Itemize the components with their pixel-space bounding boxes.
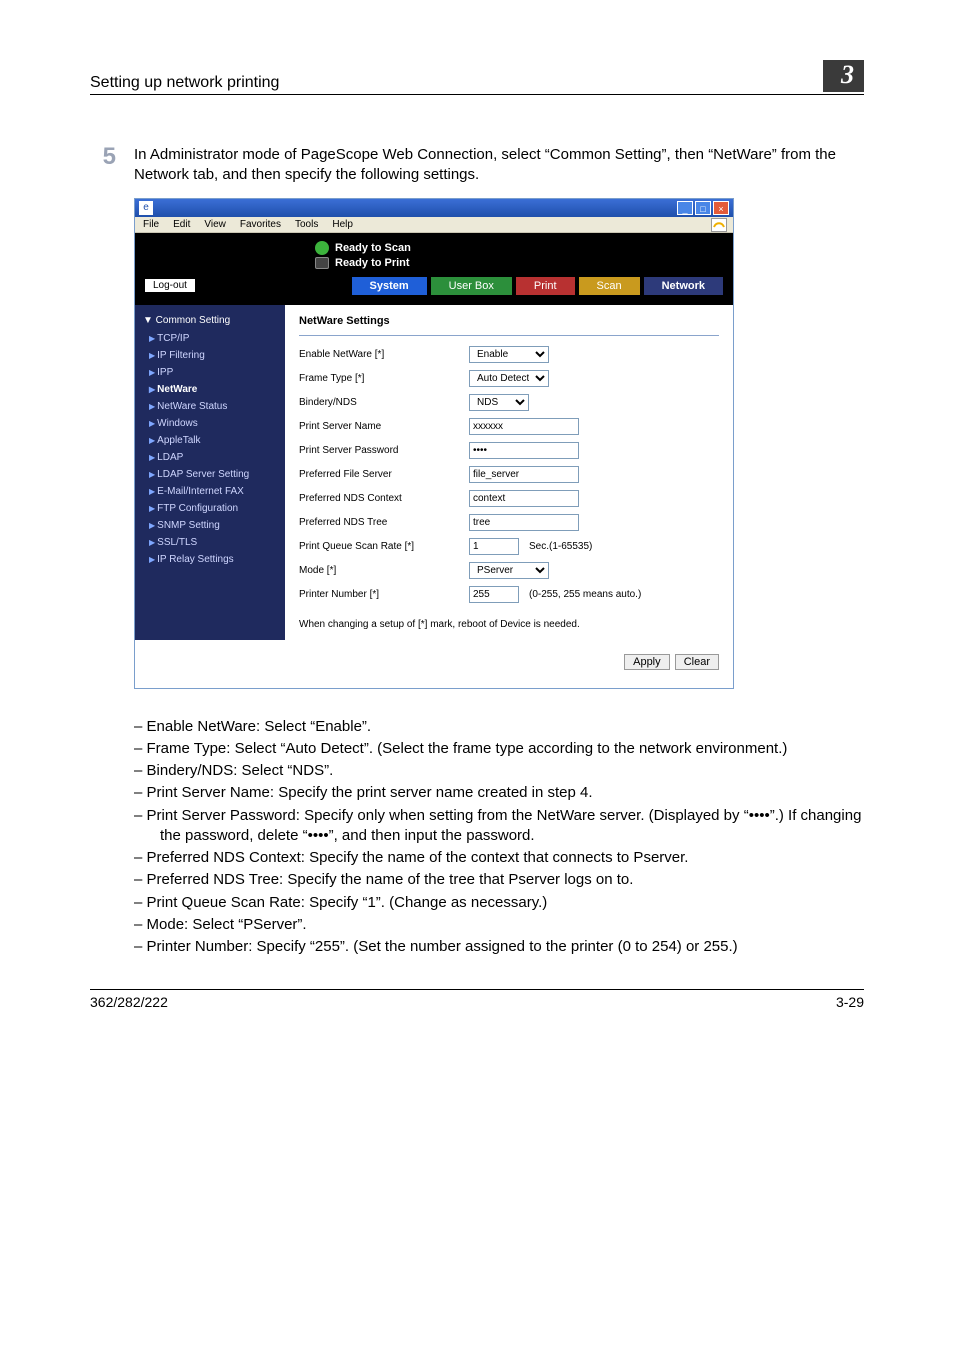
menu-view[interactable]: View <box>204 219 226 230</box>
browser-throbber-icon <box>711 218 727 232</box>
sidebar-item-ssltls[interactable]: ▶SSL/TLS <box>135 534 285 551</box>
select-bindery-nds[interactable]: NDS <box>469 394 529 411</box>
select-enable-netware[interactable]: Enable <box>469 346 549 363</box>
page-footer: 362/282/222 3-29 <box>90 989 864 1010</box>
tab-network[interactable]: Network <box>644 277 723 295</box>
sidebar-item-ldapserver[interactable]: ▶LDAP Server Setting <box>135 466 285 483</box>
input-ndscontext[interactable] <box>469 490 579 507</box>
tab-userbox[interactable]: User Box <box>431 277 512 295</box>
list-item: Frame Type: Select “Auto Detect”. (Selec… <box>134 739 864 759</box>
input-printernum[interactable] <box>469 586 519 603</box>
window-min-button[interactable]: _ <box>677 201 693 215</box>
clear-button[interactable]: Clear <box>675 654 719 670</box>
label-fileserver: Preferred File Server <box>299 469 469 480</box>
reboot-note: When changing a setup of [*] mark, reboo… <box>299 619 719 630</box>
step-number: 5 <box>90 145 134 186</box>
label-psname: Print Server Name <box>299 421 469 432</box>
select-frame-type[interactable]: Auto Detect <box>469 370 549 387</box>
input-scanrate[interactable] <box>469 538 519 555</box>
list-item: Bindery/NDS: Select “NDS”. <box>134 761 864 781</box>
select-mode[interactable]: PServer <box>469 562 549 579</box>
sidebar-item-iprelay[interactable]: ▶IP Relay Settings <box>135 551 285 568</box>
status-ready-scan-icon <box>315 241 329 255</box>
tabs-row: Log-out System User Box Print Scan Netwo… <box>145 277 723 295</box>
input-pspass[interactable] <box>469 442 579 459</box>
input-fileserver[interactable] <box>469 466 579 483</box>
window-close-button[interactable]: × <box>713 201 729 215</box>
sidebar-item-ipfilter[interactable]: ▶IP Filtering <box>135 347 285 364</box>
list-item: Print Server Password: Specify only when… <box>134 806 864 847</box>
list-item: Print Queue Scan Rate: Specify “1”. (Cha… <box>134 893 864 913</box>
step-text: In Administrator mode of PageScope Web C… <box>134 145 864 186</box>
header-title: Setting up network printing <box>90 74 279 92</box>
titlebar: e _ □ × <box>135 199 733 217</box>
sidebar-item-windows[interactable]: ▶Windows <box>135 415 285 432</box>
footer-right: 3-29 <box>836 994 864 1010</box>
action-bar: Apply Clear <box>135 640 733 688</box>
sidebar-item-nwstatus[interactable]: ▶NetWare Status <box>135 398 285 415</box>
menu-file[interactable]: File <box>143 219 159 230</box>
logout-button[interactable]: Log-out <box>145 279 195 292</box>
menubar: File Edit View Favorites Tools Help <box>135 217 733 233</box>
tab-print[interactable]: Print <box>516 277 575 295</box>
sidebar-header[interactable]: ▼ Common Setting <box>135 311 285 330</box>
label-mode: Mode [*] <box>299 565 469 576</box>
sidebar: ▼ Common Setting ▶TCP/IP ▶IP Filtering ▶… <box>135 305 285 640</box>
menu-favorites[interactable]: Favorites <box>240 219 281 230</box>
list-item: Print Server Name: Specify the print ser… <box>134 783 864 803</box>
status-area: Ready to Scan Ready to Print Log-out Sys… <box>135 233 733 305</box>
instruction-list: Enable NetWare: Select “Enable”. Frame T… <box>134 717 864 958</box>
status-ready-scan: Ready to Scan <box>335 242 411 254</box>
sidebar-item-ipp[interactable]: ▶IPP <box>135 364 285 381</box>
chapter-badge: 3 <box>823 60 864 92</box>
panel-title: NetWare Settings <box>299 315 719 336</box>
window-max-button[interactable]: □ <box>695 201 711 215</box>
menu-tools[interactable]: Tools <box>295 219 318 230</box>
input-ndstree[interactable] <box>469 514 579 531</box>
label-bindery-nds: Bindery/NDS <box>299 397 469 408</box>
label-scanrate: Print Queue Scan Rate [*] <box>299 541 469 552</box>
app-icon: e <box>139 201 153 215</box>
apply-button[interactable]: Apply <box>624 654 670 670</box>
list-item: Preferred NDS Context: Specify the name … <box>134 848 864 868</box>
hint-printernum: (0-255, 255 means auto.) <box>529 589 641 600</box>
list-item: Preferred NDS Tree: Specify the name of … <box>134 870 864 890</box>
input-psname[interactable] <box>469 418 579 435</box>
sidebar-item-ldap[interactable]: ▶LDAP <box>135 449 285 466</box>
menu-edit[interactable]: Edit <box>173 219 190 230</box>
sidebar-item-appletalk[interactable]: ▶AppleTalk <box>135 432 285 449</box>
label-ndscontext: Preferred NDS Context <box>299 493 469 504</box>
label-enable-netware: Enable NetWare [*] <box>299 349 469 360</box>
sidebar-item-tcpip[interactable]: ▶TCP/IP <box>135 330 285 347</box>
label-frame-type: Frame Type [*] <box>299 373 469 384</box>
footer-left: 362/282/222 <box>90 994 168 1010</box>
status-ready-print-icon <box>315 257 329 269</box>
step: 5 In Administrator mode of PageScope Web… <box>90 145 864 186</box>
sidebar-item-ftp[interactable]: ▶FTP Configuration <box>135 500 285 517</box>
sidebar-item-netware[interactable]: ▶NetWare <box>135 381 285 398</box>
tab-scan[interactable]: Scan <box>579 277 640 295</box>
hint-scanrate: Sec.(1-65535) <box>529 541 592 552</box>
list-item: Enable NetWare: Select “Enable”. <box>134 717 864 737</box>
status-ready-print: Ready to Print <box>335 257 410 269</box>
menu-help[interactable]: Help <box>332 219 353 230</box>
list-item: Printer Number: Specify “255”. (Set the … <box>134 937 864 957</box>
list-item: Mode: Select “PServer”. <box>134 915 864 935</box>
sidebar-item-snmp[interactable]: ▶SNMP Setting <box>135 517 285 534</box>
label-pspass: Print Server Password <box>299 445 469 456</box>
app-window: e _ □ × File Edit View Favorites Tools H… <box>134 198 734 689</box>
label-printernum: Printer Number [*] <box>299 589 469 600</box>
main-panel: NetWare Settings Enable NetWare [*] Enab… <box>285 305 733 640</box>
running-header: Setting up network printing 3 <box>90 60 864 95</box>
label-ndstree: Preferred NDS Tree <box>299 517 469 528</box>
sidebar-item-emailfax[interactable]: ▶E-Mail/Internet FAX <box>135 483 285 500</box>
tab-system[interactable]: System <box>352 277 427 295</box>
